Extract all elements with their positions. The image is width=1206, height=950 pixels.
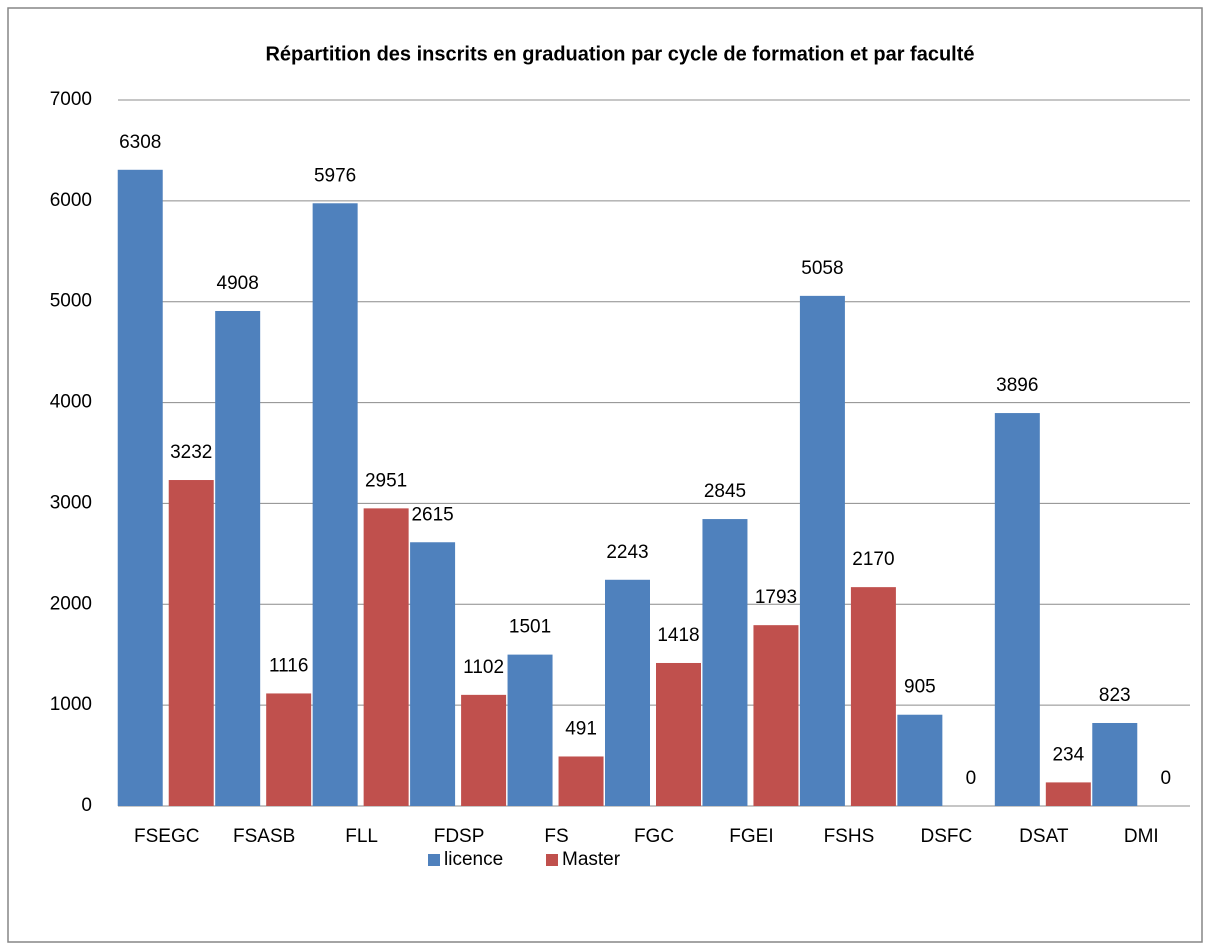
y-tick-label: 5000 xyxy=(50,291,92,312)
data-label: 2615 xyxy=(411,504,453,525)
data-label: 1102 xyxy=(463,657,504,678)
legend-label: Master xyxy=(562,849,621,870)
y-tick-label: 1000 xyxy=(50,694,92,715)
y-tick-label: 2000 xyxy=(50,593,92,614)
bar xyxy=(215,310,261,806)
data-label: 0 xyxy=(1160,768,1171,789)
data-label: 2951 xyxy=(365,470,407,491)
bar xyxy=(656,662,701,806)
x-tick-label: DMI xyxy=(1124,826,1159,847)
data-label: 905 xyxy=(904,677,936,698)
bar xyxy=(410,542,456,806)
bar xyxy=(702,519,748,806)
bar xyxy=(461,694,507,806)
data-label: 1116 xyxy=(269,655,308,676)
data-label: 3232 xyxy=(170,442,212,463)
bar xyxy=(753,625,799,806)
bar xyxy=(799,295,845,806)
x-tick-label: FSEGC xyxy=(134,826,199,847)
y-tick-label: 7000 xyxy=(50,89,92,110)
bar xyxy=(266,693,312,806)
x-tick-label: FDSP xyxy=(434,826,485,847)
data-label: 5976 xyxy=(314,165,356,186)
data-label: 491 xyxy=(565,718,597,739)
bar xyxy=(994,413,1040,806)
data-label: 1418 xyxy=(657,625,699,646)
x-tick-label: FGEI xyxy=(729,826,773,847)
bar xyxy=(363,508,409,806)
legend-label: licence xyxy=(444,849,503,870)
x-tick-label: DSFC xyxy=(920,826,972,847)
y-tick-label: 6000 xyxy=(50,190,92,211)
y-tick-label: 4000 xyxy=(50,392,92,413)
legend-swatch xyxy=(428,854,440,866)
y-tick-label: 3000 xyxy=(50,492,92,513)
data-label: 5058 xyxy=(801,258,843,279)
bar xyxy=(1045,782,1091,806)
bar xyxy=(117,169,163,806)
chart-title: Répartition des inscrits en graduation p… xyxy=(265,43,974,65)
bar xyxy=(897,714,943,806)
data-label: 2243 xyxy=(606,542,648,563)
data-label: 6308 xyxy=(119,132,161,153)
y-tick-label: 0 xyxy=(81,795,92,816)
data-label: 2170 xyxy=(852,549,894,570)
x-tick-label: FLL xyxy=(345,826,378,847)
bar xyxy=(312,203,358,806)
bar xyxy=(850,587,896,806)
bar xyxy=(168,480,214,806)
x-tick-label: FSHS xyxy=(824,826,875,847)
data-label: 234 xyxy=(1052,744,1084,765)
data-label: 3896 xyxy=(996,375,1038,396)
data-label: 1793 xyxy=(755,587,797,608)
legend-swatch xyxy=(546,854,558,866)
x-tick-label: DSAT xyxy=(1019,826,1069,847)
data-label: 4908 xyxy=(217,273,259,294)
bar xyxy=(507,654,553,806)
data-label: 2845 xyxy=(704,481,746,502)
bar xyxy=(558,756,604,806)
bar xyxy=(1092,722,1138,806)
x-tick-label: FGC xyxy=(634,826,674,847)
x-tick-label: FS xyxy=(544,826,568,847)
bar xyxy=(605,579,650,806)
data-label: 0 xyxy=(966,768,977,789)
data-label: 1501 xyxy=(509,617,551,638)
data-label: 823 xyxy=(1099,685,1131,706)
x-tick-label: FSASB xyxy=(233,826,295,847)
